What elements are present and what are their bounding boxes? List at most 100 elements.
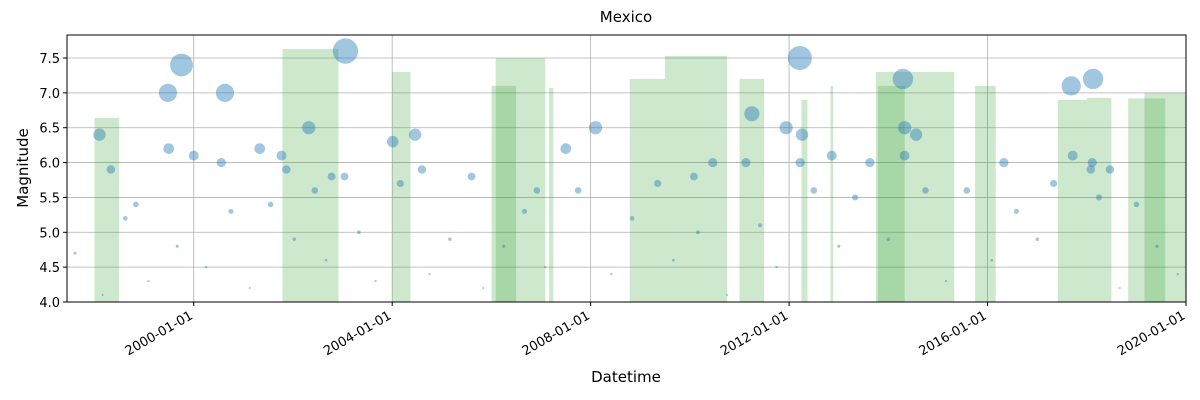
point — [865, 157, 875, 168]
point — [332, 38, 359, 64]
point — [386, 135, 399, 148]
y-tick-label: 4.0 — [39, 296, 60, 311]
point — [396, 179, 404, 188]
y-tick-label: 6.5 — [39, 122, 60, 137]
y-tick-label: 5.5 — [39, 191, 60, 206]
point — [204, 265, 208, 269]
point — [73, 251, 77, 255]
point — [254, 143, 266, 154]
point — [999, 157, 1009, 168]
point — [544, 265, 547, 269]
point — [610, 272, 613, 276]
x-tick-label: 2000-01-01 — [123, 308, 196, 359]
point — [521, 208, 528, 214]
span-bar — [801, 99, 808, 302]
x-tick-label: 2020-01-01 — [1115, 308, 1188, 359]
point — [757, 223, 763, 228]
point — [188, 150, 199, 161]
span-bar — [875, 71, 955, 302]
point — [795, 128, 809, 141]
y-tick-label: 4.5 — [39, 261, 60, 276]
point — [324, 258, 328, 262]
point — [1049, 179, 1058, 188]
point — [654, 179, 662, 188]
point — [892, 68, 914, 90]
y-tick-label: 5.0 — [39, 226, 60, 241]
point — [1035, 237, 1039, 241]
chart-title: Mexico — [600, 8, 652, 26]
plot-frame — [66, 34, 1187, 303]
point — [276, 150, 287, 161]
point — [93, 128, 106, 141]
point — [302, 121, 316, 135]
point — [428, 272, 431, 276]
point — [1087, 157, 1097, 168]
point — [689, 172, 698, 181]
point — [1105, 165, 1115, 174]
point — [1086, 165, 1096, 174]
span-bar — [975, 85, 996, 302]
point — [133, 201, 139, 208]
span-bar — [392, 71, 411, 302]
point — [1133, 201, 1140, 208]
point — [292, 237, 296, 241]
span-bar — [1086, 97, 1112, 302]
point — [963, 187, 971, 194]
point — [147, 280, 150, 283]
point — [482, 287, 485, 290]
point — [1118, 287, 1121, 290]
point — [1176, 272, 1179, 276]
y-axis-label: Magnitude — [14, 128, 32, 207]
y-tick-label: 7.0 — [39, 87, 60, 102]
point — [990, 258, 994, 262]
point — [744, 106, 760, 122]
point — [448, 237, 452, 241]
point — [170, 53, 193, 77]
plot-area — [73, 38, 1186, 302]
point — [909, 128, 923, 141]
span-bar — [1144, 92, 1186, 302]
point — [163, 143, 175, 154]
point — [696, 230, 700, 235]
point — [408, 128, 422, 141]
point — [1082, 68, 1104, 90]
y-tick-label: 7.5 — [39, 52, 60, 67]
point — [106, 165, 116, 174]
point — [417, 165, 427, 174]
x-tick-label: 2016-01-01 — [917, 308, 990, 359]
point — [533, 187, 541, 194]
point — [216, 157, 226, 168]
point — [327, 172, 336, 181]
x-tick-label: 2008-01-01 — [520, 308, 593, 359]
point — [1096, 194, 1103, 201]
point — [158, 83, 178, 102]
point — [574, 187, 582, 194]
point — [810, 187, 818, 194]
span-bar — [1128, 98, 1166, 302]
point — [267, 201, 274, 208]
point — [852, 194, 859, 201]
point — [629, 216, 635, 221]
span-bar — [739, 78, 765, 302]
span-bar — [549, 87, 554, 302]
point — [672, 258, 675, 262]
x-axis-label: Datetime — [591, 368, 661, 386]
point — [726, 294, 729, 297]
point — [374, 280, 377, 283]
point — [311, 187, 319, 194]
point — [282, 165, 291, 174]
point — [708, 157, 718, 168]
point — [122, 216, 128, 221]
point — [775, 265, 778, 269]
point — [340, 172, 349, 181]
span-bar — [877, 85, 905, 302]
span-bar — [1057, 99, 1087, 302]
span-bar — [94, 117, 120, 302]
x-tick-label: 2012-01-01 — [718, 308, 791, 359]
point — [826, 150, 837, 161]
point — [886, 237, 891, 241]
point — [215, 83, 235, 102]
point — [779, 121, 793, 135]
point — [795, 157, 805, 168]
